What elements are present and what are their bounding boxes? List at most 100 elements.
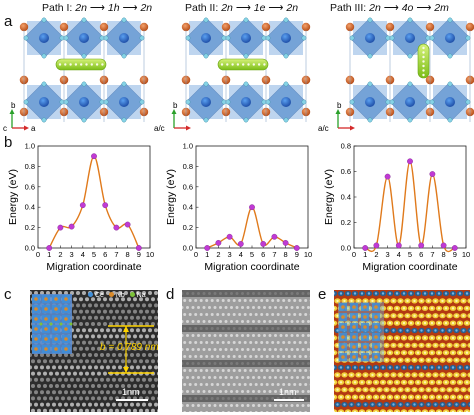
atom-column <box>58 377 62 382</box>
atom-core <box>420 314 423 317</box>
atom-column <box>221 411 225 412</box>
atom-column <box>130 315 134 320</box>
atom-column <box>130 340 134 345</box>
atom-column <box>136 328 140 333</box>
atom-column <box>30 402 32 407</box>
atom-column <box>154 390 158 395</box>
oxygen-atom <box>429 35 435 41</box>
data-point <box>429 171 436 177</box>
atom-column <box>70 390 74 395</box>
atom-column <box>257 376 261 379</box>
atom-column <box>379 409 387 412</box>
atom-column <box>249 397 253 400</box>
atom-column <box>130 365 134 370</box>
axis-label-c: c <box>3 124 7 133</box>
atom-core <box>416 292 420 295</box>
lattice-band <box>182 332 310 339</box>
atom-core <box>416 321 420 325</box>
atom-column <box>194 411 198 412</box>
oxygen-atom <box>465 99 471 105</box>
legend-label-na: Na <box>136 292 146 299</box>
atom-column <box>61 408 65 412</box>
atom-core <box>448 314 451 317</box>
atom-core <box>406 344 409 347</box>
atom-core <box>423 336 427 340</box>
atom-column <box>205 397 209 400</box>
atom-column <box>43 371 47 376</box>
atom-column <box>112 315 116 320</box>
oxygen-atom <box>121 81 127 87</box>
atom-column <box>301 404 305 407</box>
atom-column <box>148 315 152 320</box>
atom-core <box>395 351 399 354</box>
arrowhead-icon <box>171 109 177 114</box>
atom-core <box>451 395 455 399</box>
atom-core <box>444 292 448 295</box>
migration-step <box>422 55 425 59</box>
nb-site <box>44 307 48 311</box>
atom-core <box>336 388 339 391</box>
atom-core <box>364 388 367 391</box>
atom-column <box>88 328 92 333</box>
atom-column <box>106 390 110 395</box>
axis-label-b: b <box>11 101 16 110</box>
atom-column <box>100 303 104 308</box>
atom-column <box>224 348 228 351</box>
atom-core <box>364 299 367 303</box>
oxygen-atom <box>63 35 69 41</box>
atom-core <box>357 299 360 303</box>
atom-core <box>441 388 444 391</box>
atom-column <box>265 313 269 316</box>
atom-core <box>458 336 462 340</box>
atom-column <box>148 303 152 308</box>
nb-site <box>54 337 58 341</box>
y-axis-label: Energy (eV) <box>165 169 177 225</box>
atom-column <box>334 350 338 356</box>
atom-column <box>210 411 214 412</box>
micrograph-c-image <box>30 290 158 412</box>
atom-core <box>448 403 451 406</box>
atom-core <box>420 373 423 377</box>
atom-column <box>246 306 250 309</box>
atom-core <box>395 292 399 295</box>
atom-core <box>437 351 441 354</box>
atom-column <box>40 390 44 395</box>
atom-column <box>112 340 116 345</box>
atom-column <box>301 362 305 365</box>
atom-column <box>115 408 119 412</box>
atom-column <box>290 404 294 407</box>
atom-core <box>430 395 434 399</box>
atom-column <box>467 387 470 393</box>
oxygen-atom <box>301 99 307 105</box>
atom-column <box>40 402 44 407</box>
atom-column <box>235 292 239 295</box>
atom-core <box>437 381 441 384</box>
atom-column <box>287 341 291 344</box>
x-tick-label: 7 <box>430 250 434 259</box>
atom-column <box>139 408 143 412</box>
path-from: 2n <box>221 2 233 14</box>
axis-label-b: b <box>337 101 342 110</box>
atom-column <box>285 348 288 351</box>
atom-column <box>43 408 47 412</box>
y-tick-label: 0.8 <box>183 162 193 171</box>
nb-site <box>54 347 58 351</box>
atom-column <box>191 348 195 351</box>
atom-column <box>76 328 80 333</box>
atom-core <box>402 410 406 412</box>
lattice-band <box>182 290 310 297</box>
oxygen-atom <box>367 81 373 87</box>
atom-column <box>246 292 250 295</box>
ce-atom <box>19 22 29 32</box>
atom-core <box>336 373 339 377</box>
atom-core <box>402 381 406 384</box>
atom-column <box>97 396 101 401</box>
atom-column <box>285 404 288 407</box>
atom-column <box>183 397 187 400</box>
atom-core <box>427 358 430 362</box>
atom-core <box>360 381 364 384</box>
nb-atom <box>201 33 211 43</box>
y-tick-label: 1.0 <box>25 142 35 151</box>
atom-column <box>230 390 233 393</box>
nb-site <box>64 347 68 351</box>
